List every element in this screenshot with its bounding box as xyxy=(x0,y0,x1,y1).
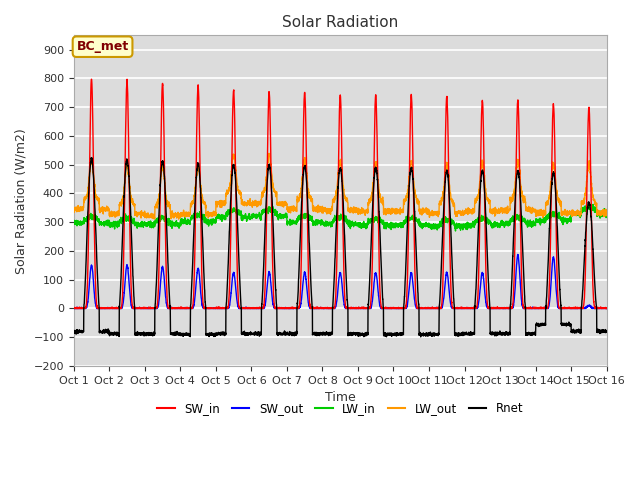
SW_in xyxy=(70,305,77,311)
Text: BC_met: BC_met xyxy=(76,40,129,53)
Rnet xyxy=(321,332,328,338)
SW_out xyxy=(320,305,328,311)
Rnet xyxy=(460,333,467,338)
SW_out xyxy=(490,305,497,311)
LW_out xyxy=(460,210,467,216)
LW_out xyxy=(175,216,182,222)
Rnet xyxy=(602,329,610,335)
LW_in xyxy=(586,201,594,207)
Rnet xyxy=(166,298,173,303)
Rnet xyxy=(430,333,438,339)
LW_in xyxy=(430,224,438,229)
Line: LW_in: LW_in xyxy=(74,204,607,231)
Title: Solar Radiation: Solar Radiation xyxy=(282,15,398,30)
SW_out xyxy=(602,305,610,311)
LW_in xyxy=(70,219,77,225)
LW_in xyxy=(460,225,467,231)
SW_in xyxy=(321,306,328,312)
Rnet xyxy=(88,155,95,160)
LW_in xyxy=(452,228,460,234)
Rnet xyxy=(70,329,77,335)
Rnet xyxy=(603,329,611,335)
LW_out xyxy=(430,211,438,216)
SW_out xyxy=(514,252,522,257)
SW_in xyxy=(70,306,77,312)
Legend: SW_in, SW_out, LW_in, LW_out, Rnet: SW_in, SW_out, LW_in, LW_out, Rnet xyxy=(152,397,528,420)
Line: SW_out: SW_out xyxy=(74,254,607,309)
SW_out xyxy=(166,306,173,312)
LW_out xyxy=(321,205,328,211)
SW_out xyxy=(70,306,77,312)
LW_out xyxy=(602,208,610,214)
SW_in xyxy=(88,76,95,82)
LW_out xyxy=(603,209,611,215)
SW_out xyxy=(430,305,438,311)
SW_in xyxy=(460,306,467,312)
SW_in xyxy=(490,306,498,312)
LW_out xyxy=(70,206,77,212)
SW_out xyxy=(460,306,467,312)
LW_out xyxy=(266,151,273,156)
Line: SW_in: SW_in xyxy=(74,79,607,309)
Line: Rnet: Rnet xyxy=(74,157,607,337)
Rnet xyxy=(490,331,498,336)
Rnet xyxy=(417,334,424,340)
LW_out xyxy=(166,203,173,209)
X-axis label: Time: Time xyxy=(325,391,356,404)
LW_in xyxy=(490,222,497,228)
SW_in xyxy=(166,305,173,311)
LW_in xyxy=(166,220,173,226)
LW_in xyxy=(320,222,328,228)
LW_in xyxy=(602,215,610,220)
LW_out xyxy=(490,210,498,216)
SW_in xyxy=(603,306,611,312)
Y-axis label: Solar Radiation (W/m2): Solar Radiation (W/m2) xyxy=(15,128,28,274)
SW_out xyxy=(603,306,611,312)
SW_in xyxy=(430,306,438,312)
Line: LW_out: LW_out xyxy=(74,154,607,219)
LW_in xyxy=(603,207,611,213)
SW_in xyxy=(602,306,610,312)
